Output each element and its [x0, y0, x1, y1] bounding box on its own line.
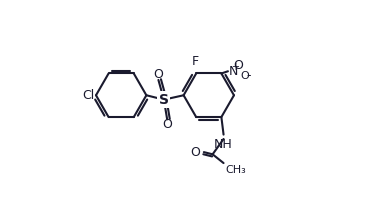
- Text: NH: NH: [214, 138, 233, 151]
- Text: O: O: [240, 71, 249, 81]
- Text: O: O: [233, 59, 243, 72]
- Text: Cl: Cl: [82, 89, 94, 102]
- Text: N: N: [229, 65, 238, 78]
- Text: O: O: [191, 146, 201, 159]
- Text: O: O: [162, 118, 172, 131]
- Text: -: -: [247, 69, 251, 82]
- Text: S: S: [159, 93, 169, 107]
- Text: CH₃: CH₃: [226, 165, 246, 175]
- Text: O: O: [153, 68, 164, 81]
- Text: F: F: [192, 55, 199, 68]
- Text: +: +: [231, 62, 239, 72]
